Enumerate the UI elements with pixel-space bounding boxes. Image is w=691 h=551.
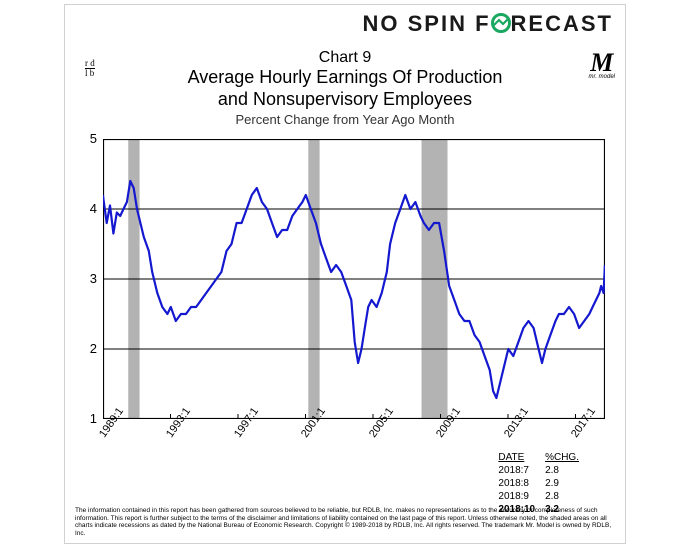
table-row: 2018:82.9	[498, 478, 587, 489]
y-tick-label: 4	[77, 201, 97, 216]
chart-subtitle: Percent Change from Year Ago Month	[65, 112, 625, 127]
y-tick-label: 2	[77, 341, 97, 356]
col-date-header: DATE	[498, 452, 543, 463]
chart-svg	[103, 139, 605, 419]
y-tick-label: 3	[77, 271, 97, 286]
y-tick-label: 1	[77, 411, 97, 426]
title-block: Chart 9 Average Hourly Earnings Of Produ…	[65, 49, 625, 127]
chart-number: Chart 9	[65, 49, 625, 67]
chart-title-line1: Average Hourly Earnings Of Production	[65, 67, 625, 89]
col-chg-header: %CHG.	[545, 452, 587, 463]
table-row: 2018:72.8	[498, 465, 587, 476]
table-row: 2018:92.8	[498, 491, 587, 502]
brand-right: RECAST	[511, 11, 613, 36]
brand-left: NO SPIN	[363, 11, 467, 36]
footnote-text: The information contained in this report…	[75, 507, 615, 537]
brand-logo: NO SPIN F RECAST	[65, 11, 613, 45]
table-header-row: DATE %CHG.	[498, 452, 587, 463]
brand-f: F	[475, 11, 490, 36]
plot-area: 123451989:11993:11997:12001:12005:12009:…	[103, 139, 605, 419]
chart-title-line2: and Nonsupervisory Employees	[65, 89, 625, 111]
brand-o-icon	[491, 13, 511, 39]
y-tick-label: 5	[77, 131, 97, 146]
chart-container: NO SPIN FRECAST r d l b M mr. model Char…	[64, 4, 626, 544]
x-tick-label: 1989:1	[97, 405, 126, 439]
